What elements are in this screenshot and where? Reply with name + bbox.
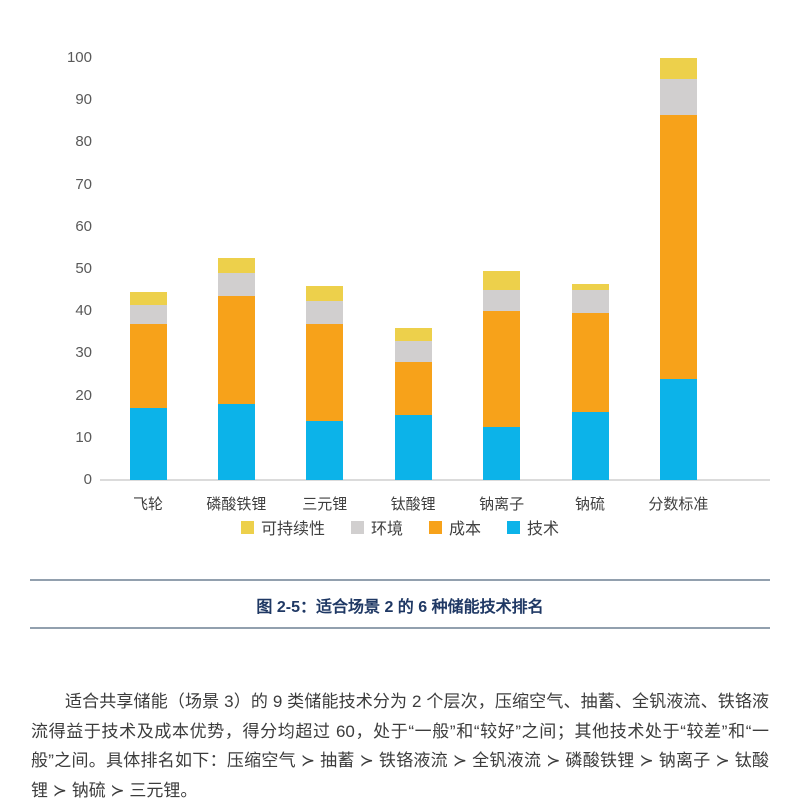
bar-segment (129, 323, 167, 409)
y-axis-tick-label: 50 (75, 260, 92, 277)
legend-item: 技术 (507, 515, 559, 539)
bar-segment (483, 290, 521, 312)
bar-segment (571, 412, 609, 480)
legend-item: 环境 (350, 515, 403, 539)
figure-caption: 图 2-5：适合场景 2 的 6 种储能技术排名 (256, 599, 544, 616)
bar-segment (217, 296, 255, 405)
y-axis-tick-label: 10 (75, 428, 92, 446)
y-axis-tick-label: 70 (75, 175, 92, 193)
legend-label: 技术 (527, 521, 560, 538)
bar-segment (659, 378, 697, 480)
y-axis-tick-label: 80 (75, 133, 92, 151)
x-axis-label: 钠硫 (574, 496, 605, 513)
bar-segment (659, 79, 697, 115)
y-axis-tick-label: 60 (75, 217, 92, 235)
bar-segment (394, 340, 432, 362)
bar-segment (129, 304, 167, 324)
bar-segment (217, 404, 255, 480)
bar-segment (306, 300, 344, 324)
x-axis-label: 飞轮 (132, 496, 163, 513)
bar-segment (483, 427, 521, 480)
bar-segment (571, 313, 609, 413)
y-axis-tick-label: 90 (75, 91, 92, 109)
y-axis-tick-label: 20 (75, 386, 92, 404)
body-paragraph: 适合共享储能（场景 3）的 9 类储能技术分为 2 个层次，压缩空气、抽蓄、全钒… (31, 692, 769, 800)
caption-rule-bottom (30, 627, 770, 629)
x-axis-label: 分数标准 (648, 496, 709, 513)
x-axis-label: 钠离子 (479, 496, 525, 513)
legend-label: 可持续性 (260, 521, 325, 538)
bar-segment (571, 283, 609, 291)
bar-segment (394, 361, 432, 415)
legend-swatch (350, 520, 364, 534)
bar-segment (483, 311, 521, 428)
bar-segment (306, 420, 344, 480)
bar-segment (306, 323, 344, 421)
legend-swatch (240, 520, 254, 534)
bar-segment (394, 414, 432, 480)
legend-item: 成本 (429, 515, 481, 539)
chart-legend: 可持续性 环境 成本 技术 (0, 515, 800, 539)
y-axis-tick-label: 100 (66, 49, 92, 66)
legend-swatch (429, 520, 442, 534)
x-axis-line (100, 479, 770, 481)
legend-item: 可持续性 (240, 515, 325, 539)
bar-segment (217, 258, 255, 274)
y-axis-tick-label: 0 (83, 471, 92, 488)
bar-segment (129, 408, 167, 480)
bar-segment (659, 114, 697, 379)
bar-segment (129, 292, 167, 305)
legend-swatch (507, 520, 521, 534)
x-axis-label: 钛酸锂 (390, 496, 436, 513)
bar-segment (659, 58, 697, 80)
bar-segment (394, 328, 432, 341)
bar-segment (483, 271, 521, 291)
bar-segment (306, 285, 344, 301)
x-axis-label: 磷酸铁锂 (206, 496, 267, 513)
legend-label: 成本 (449, 521, 482, 538)
bar-segment (571, 290, 609, 314)
x-axis-label: 三元锂 (302, 496, 348, 513)
y-axis-tick-label: 30 (75, 344, 92, 362)
y-axis-tick-label: 40 (75, 302, 92, 320)
legend-label: 环境 (370, 521, 403, 538)
bar-segment (217, 273, 255, 297)
stacked-bar-chart: 0 10 20 30 40 50 60 70 80 90 100 飞轮 磷酸铁锂 三元锂 钛酸锂 钠离子 钠硫 分… (0, 49, 800, 539)
caption-rule-top (30, 579, 770, 581)
